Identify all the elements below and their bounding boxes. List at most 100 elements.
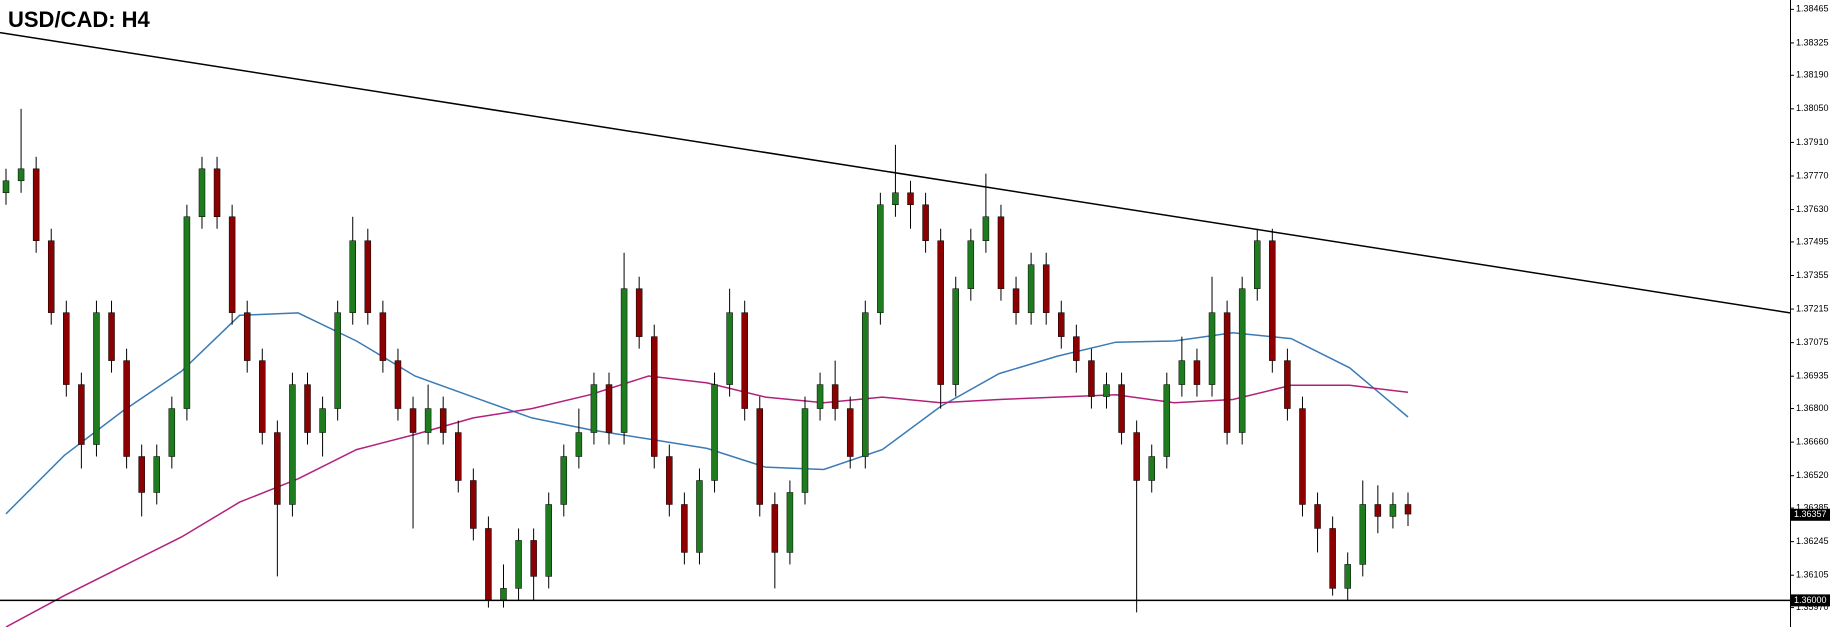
candle-body: [982, 216, 990, 241]
candle-body: [304, 384, 311, 433]
candle-body: [1253, 240, 1261, 289]
y-tick-label: 1.37630: [1796, 204, 1829, 214]
y-tick-label: 1.36105: [1796, 570, 1829, 580]
candle-body: [681, 504, 688, 553]
candle-body: [892, 192, 899, 206]
moving-average: [5, 312, 1409, 515]
candle-body: [1058, 312, 1065, 337]
candle-body: [349, 240, 356, 313]
candle-body: [78, 384, 85, 445]
candle-body: [168, 408, 176, 457]
y-tick-label: 1.36245: [1796, 536, 1829, 546]
candle-body: [605, 384, 613, 433]
y-tick-label: 1.37495: [1796, 236, 1829, 246]
candle-body: [545, 504, 552, 577]
candle-body: [741, 312, 748, 409]
y-tick-label: 1.37910: [1796, 137, 1829, 147]
y-tick-label: 1.36385: [1796, 502, 1829, 512]
y-tick-label: 1.37215: [1796, 303, 1829, 313]
moving-average: [5, 375, 1409, 627]
candle-body: [1163, 384, 1171, 457]
candle-body: [696, 480, 703, 553]
candle-body: [1148, 456, 1155, 481]
candle-body: [289, 384, 296, 505]
candle-body: [1027, 264, 1035, 313]
candle-body: [319, 408, 326, 433]
candle-body: [1269, 240, 1276, 361]
candle-body: [228, 216, 236, 313]
trendline: [0, 31, 1791, 314]
candle-body: [1012, 288, 1020, 313]
candle-body: [1284, 360, 1291, 409]
candle-body: [575, 432, 583, 457]
candle-body: [997, 216, 1005, 289]
candle-body: [1359, 504, 1367, 565]
y-tick-label: 1.35970: [1796, 602, 1829, 612]
candle-body: [1238, 288, 1246, 433]
candle-body: [334, 312, 341, 409]
level-label: 1.36000: [1794, 595, 1827, 605]
candle-body: [274, 432, 281, 505]
candle-body: [666, 456, 673, 505]
candle-body: [439, 408, 447, 433]
candle-body: [2, 180, 10, 194]
candle-body: [379, 312, 387, 361]
candle-body: [756, 408, 764, 505]
candle-body: [32, 168, 40, 241]
candle-body: [786, 492, 794, 553]
candle-body: [108, 312, 115, 361]
y-tick-label: 1.37355: [1796, 270, 1829, 280]
candle-body: [63, 312, 70, 385]
candle-body: [620, 288, 628, 433]
candle-body: [123, 360, 130, 457]
candle-body: [877, 204, 884, 313]
candle-body: [138, 456, 145, 493]
candle-body: [862, 312, 869, 457]
candle-body: [1088, 360, 1095, 397]
candle-body: [1103, 384, 1110, 397]
y-tick-label: 1.38050: [1796, 103, 1829, 113]
y-tick-label: 1.38325: [1796, 37, 1829, 47]
chart-title: USD/CAD: H4: [8, 7, 151, 32]
candle-body: [1208, 312, 1216, 385]
candle-body: [394, 360, 402, 409]
candle-body: [1389, 504, 1397, 517]
y-tick-label: 1.37770: [1796, 170, 1829, 180]
candle-body: [259, 360, 266, 433]
candle-body: [485, 528, 492, 601]
candle-body: [1073, 336, 1080, 361]
candle-body: [831, 384, 839, 409]
candle-body: [1178, 360, 1186, 385]
candle-body: [1118, 384, 1125, 433]
candle-body: [711, 384, 718, 481]
candle-body: [907, 192, 914, 206]
y-tick-label: 1.38465: [1796, 4, 1829, 14]
candle-body: [93, 312, 100, 445]
candle-body: [530, 540, 537, 577]
candle-body: [846, 408, 854, 457]
candle-body: [213, 168, 221, 218]
candle-body: [560, 456, 568, 505]
candle-body: [1374, 504, 1382, 517]
candle-body: [1193, 360, 1201, 385]
y-tick-label: 1.37075: [1796, 337, 1829, 347]
candle-body: [198, 168, 206, 218]
last-price-label: 1.36357: [1794, 509, 1827, 519]
candle-body: [771, 504, 779, 553]
candle-body: [364, 240, 372, 313]
candle-body: [1299, 408, 1306, 505]
y-tick-label: 1.38190: [1796, 70, 1829, 80]
candle-body: [17, 168, 25, 182]
candle-body: [650, 336, 658, 457]
candle-body: [1133, 432, 1140, 481]
candle-body: [500, 588, 507, 601]
y-tick-label: 1.36935: [1796, 371, 1829, 381]
candle-body: [243, 312, 251, 361]
candle-body: [455, 432, 462, 481]
y-tick-label: 1.36660: [1796, 437, 1829, 447]
candle-body: [590, 384, 598, 433]
candle-body: [153, 456, 161, 493]
candle-body: [409, 408, 417, 433]
last-price-tag: [1791, 508, 1830, 521]
